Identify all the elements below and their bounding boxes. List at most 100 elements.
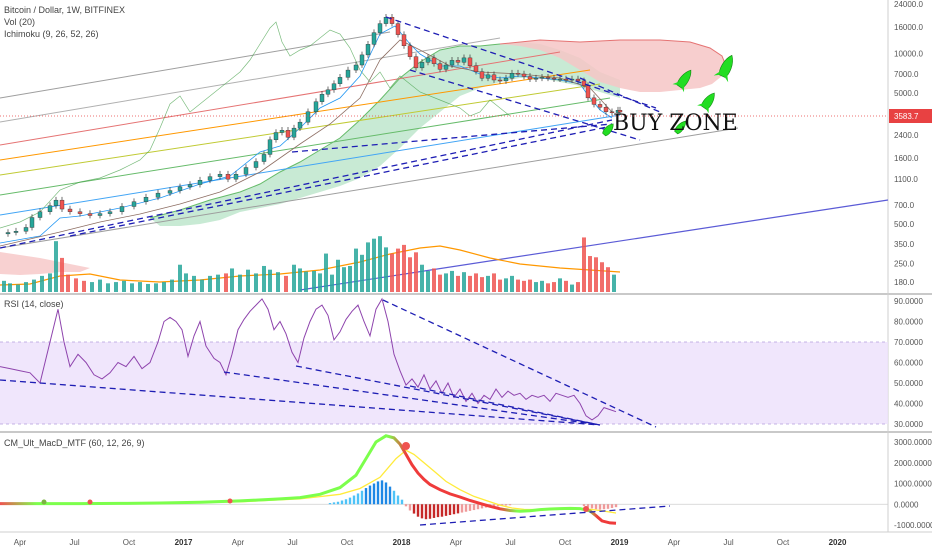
volume-bar	[74, 278, 78, 292]
volume-bar	[360, 254, 364, 292]
volume-bar	[588, 256, 592, 292]
macd-hist-bar	[606, 504, 610, 509]
candle-body	[155, 192, 161, 198]
volume-bar	[558, 278, 562, 292]
volume-bar	[224, 273, 228, 292]
rocket-icon	[672, 69, 692, 93]
volume-bar	[528, 279, 532, 292]
volume-bar	[246, 269, 250, 292]
candle-body	[389, 17, 395, 24]
ichimoku-indicator-label[interactable]: Ichimoku (9, 26, 52, 26)	[4, 29, 99, 39]
volume-bar	[510, 275, 514, 292]
last-price-label-bg	[889, 109, 932, 123]
volume-bar	[606, 267, 610, 292]
volume-bar	[318, 273, 322, 292]
rsi-tick-label: 80.0000	[894, 318, 923, 327]
macd-hist-bar	[376, 481, 380, 505]
macd-title[interactable]: CM_Ult_MacD_MTF (60, 12, 26, 9)	[4, 438, 145, 448]
channel-line-grey-mid	[0, 37, 501, 123]
candle-body	[29, 217, 35, 228]
macd-hist-bar	[352, 495, 356, 505]
macd-hist-bar	[408, 504, 412, 511]
price-tick-label: 7000.0	[894, 70, 919, 79]
volume-bar	[498, 279, 502, 292]
macd-hist-bar	[492, 504, 496, 507]
macd-hist-bar	[400, 499, 404, 505]
macd-hist-bar	[424, 504, 428, 520]
volume-bar	[292, 264, 296, 292]
volume-bar	[162, 282, 166, 292]
volume-bar	[594, 257, 598, 292]
candle-body	[509, 73, 515, 79]
volume-bar	[480, 277, 484, 292]
candle-body	[365, 44, 371, 56]
volume-bar	[372, 238, 376, 292]
main-chart-title[interactable]: Bitcoin / Dollar, 1W, BITFINEX	[4, 5, 125, 15]
volume-bar	[8, 283, 12, 292]
macd-hist-bar	[432, 504, 436, 518]
rsi-tick-label: 40.0000	[894, 400, 923, 409]
time-tick-label: Oct	[123, 538, 136, 547]
candle-body	[413, 56, 419, 69]
price-tick-label: 1600.0	[894, 154, 919, 163]
price-tick-label: 350.0	[894, 240, 915, 249]
time-axis[interactable]: Apr Jul Oct 2017 Apr Jul Oct 2018 Apr Jul Oct 2019 A…	[14, 538, 847, 547]
candle-body	[503, 78, 509, 82]
macd-line	[0, 434, 617, 525]
candle-body	[449, 60, 455, 66]
trendline-ath-down	[385, 16, 657, 109]
volume-bar	[444, 273, 448, 292]
volume-bar	[378, 236, 382, 292]
macd-cross-marker	[227, 498, 233, 504]
volume-bar	[324, 253, 328, 292]
candle-body	[603, 107, 609, 112]
ichimoku-cloud-red-edge	[499, 39, 727, 67]
candle-body	[539, 77, 545, 79]
candle-body	[87, 213, 93, 216]
macd-cross-marker	[402, 442, 410, 450]
volume-bar	[486, 275, 490, 292]
candle-body	[97, 213, 103, 216]
volume-bar	[468, 275, 472, 292]
macd-pane[interactable]	[0, 434, 888, 532]
candle-body	[401, 34, 407, 47]
rsi-title[interactable]: RSI (14, close)	[4, 299, 64, 309]
macd-hist-bar	[436, 504, 440, 518]
macd-tick-label: 2000.0000	[894, 459, 932, 468]
candle-body	[431, 57, 437, 64]
time-tick-label: Apr	[450, 538, 463, 547]
chikou-span	[0, 21, 511, 229]
candle-body	[545, 77, 551, 79]
macd-axis[interactable]: 3000.0000 2000.0000 1000.0000 0.0000 -1000.0…	[894, 438, 932, 530]
time-tick-label: Oct	[341, 538, 354, 547]
macd-hist-bar	[586, 504, 590, 508]
rsi-tick-label: 30.0000	[894, 420, 923, 429]
rsi-axis[interactable]: 90.0000 80.0000 70.0000 60.0000 50.0000 40.00…	[894, 297, 923, 429]
macd-hist-bar	[440, 504, 444, 517]
price-axis[interactable]: 24000.016000.010000.07000.05000.03500.02…	[894, 0, 923, 287]
volume-bar	[208, 275, 212, 292]
candle-body	[67, 208, 73, 212]
macd-hist-bar	[392, 490, 396, 505]
volume-bar	[570, 284, 574, 292]
candle-body	[533, 78, 539, 80]
volume-bar	[534, 282, 538, 292]
volume-bar	[576, 282, 580, 292]
candle-body	[337, 77, 343, 84]
volume-bar	[90, 282, 94, 292]
volume-bar	[612, 274, 616, 292]
macd-cross-marker	[87, 499, 93, 505]
candles	[5, 13, 623, 237]
rsi-trendline-2	[223, 371, 601, 426]
time-tick-label: 2019	[611, 538, 629, 547]
candle-body	[591, 97, 597, 105]
volume-bars	[2, 236, 616, 292]
price-pane[interactable]	[0, 0, 888, 292]
candle-body	[77, 211, 83, 214]
volume-indicator-label[interactable]: Vol (20)	[4, 17, 35, 27]
volume-bar	[402, 244, 406, 292]
volume-bar	[32, 279, 36, 292]
candle-body	[515, 73, 521, 75]
volume-bar	[304, 271, 308, 292]
candle-body	[319, 94, 325, 102]
